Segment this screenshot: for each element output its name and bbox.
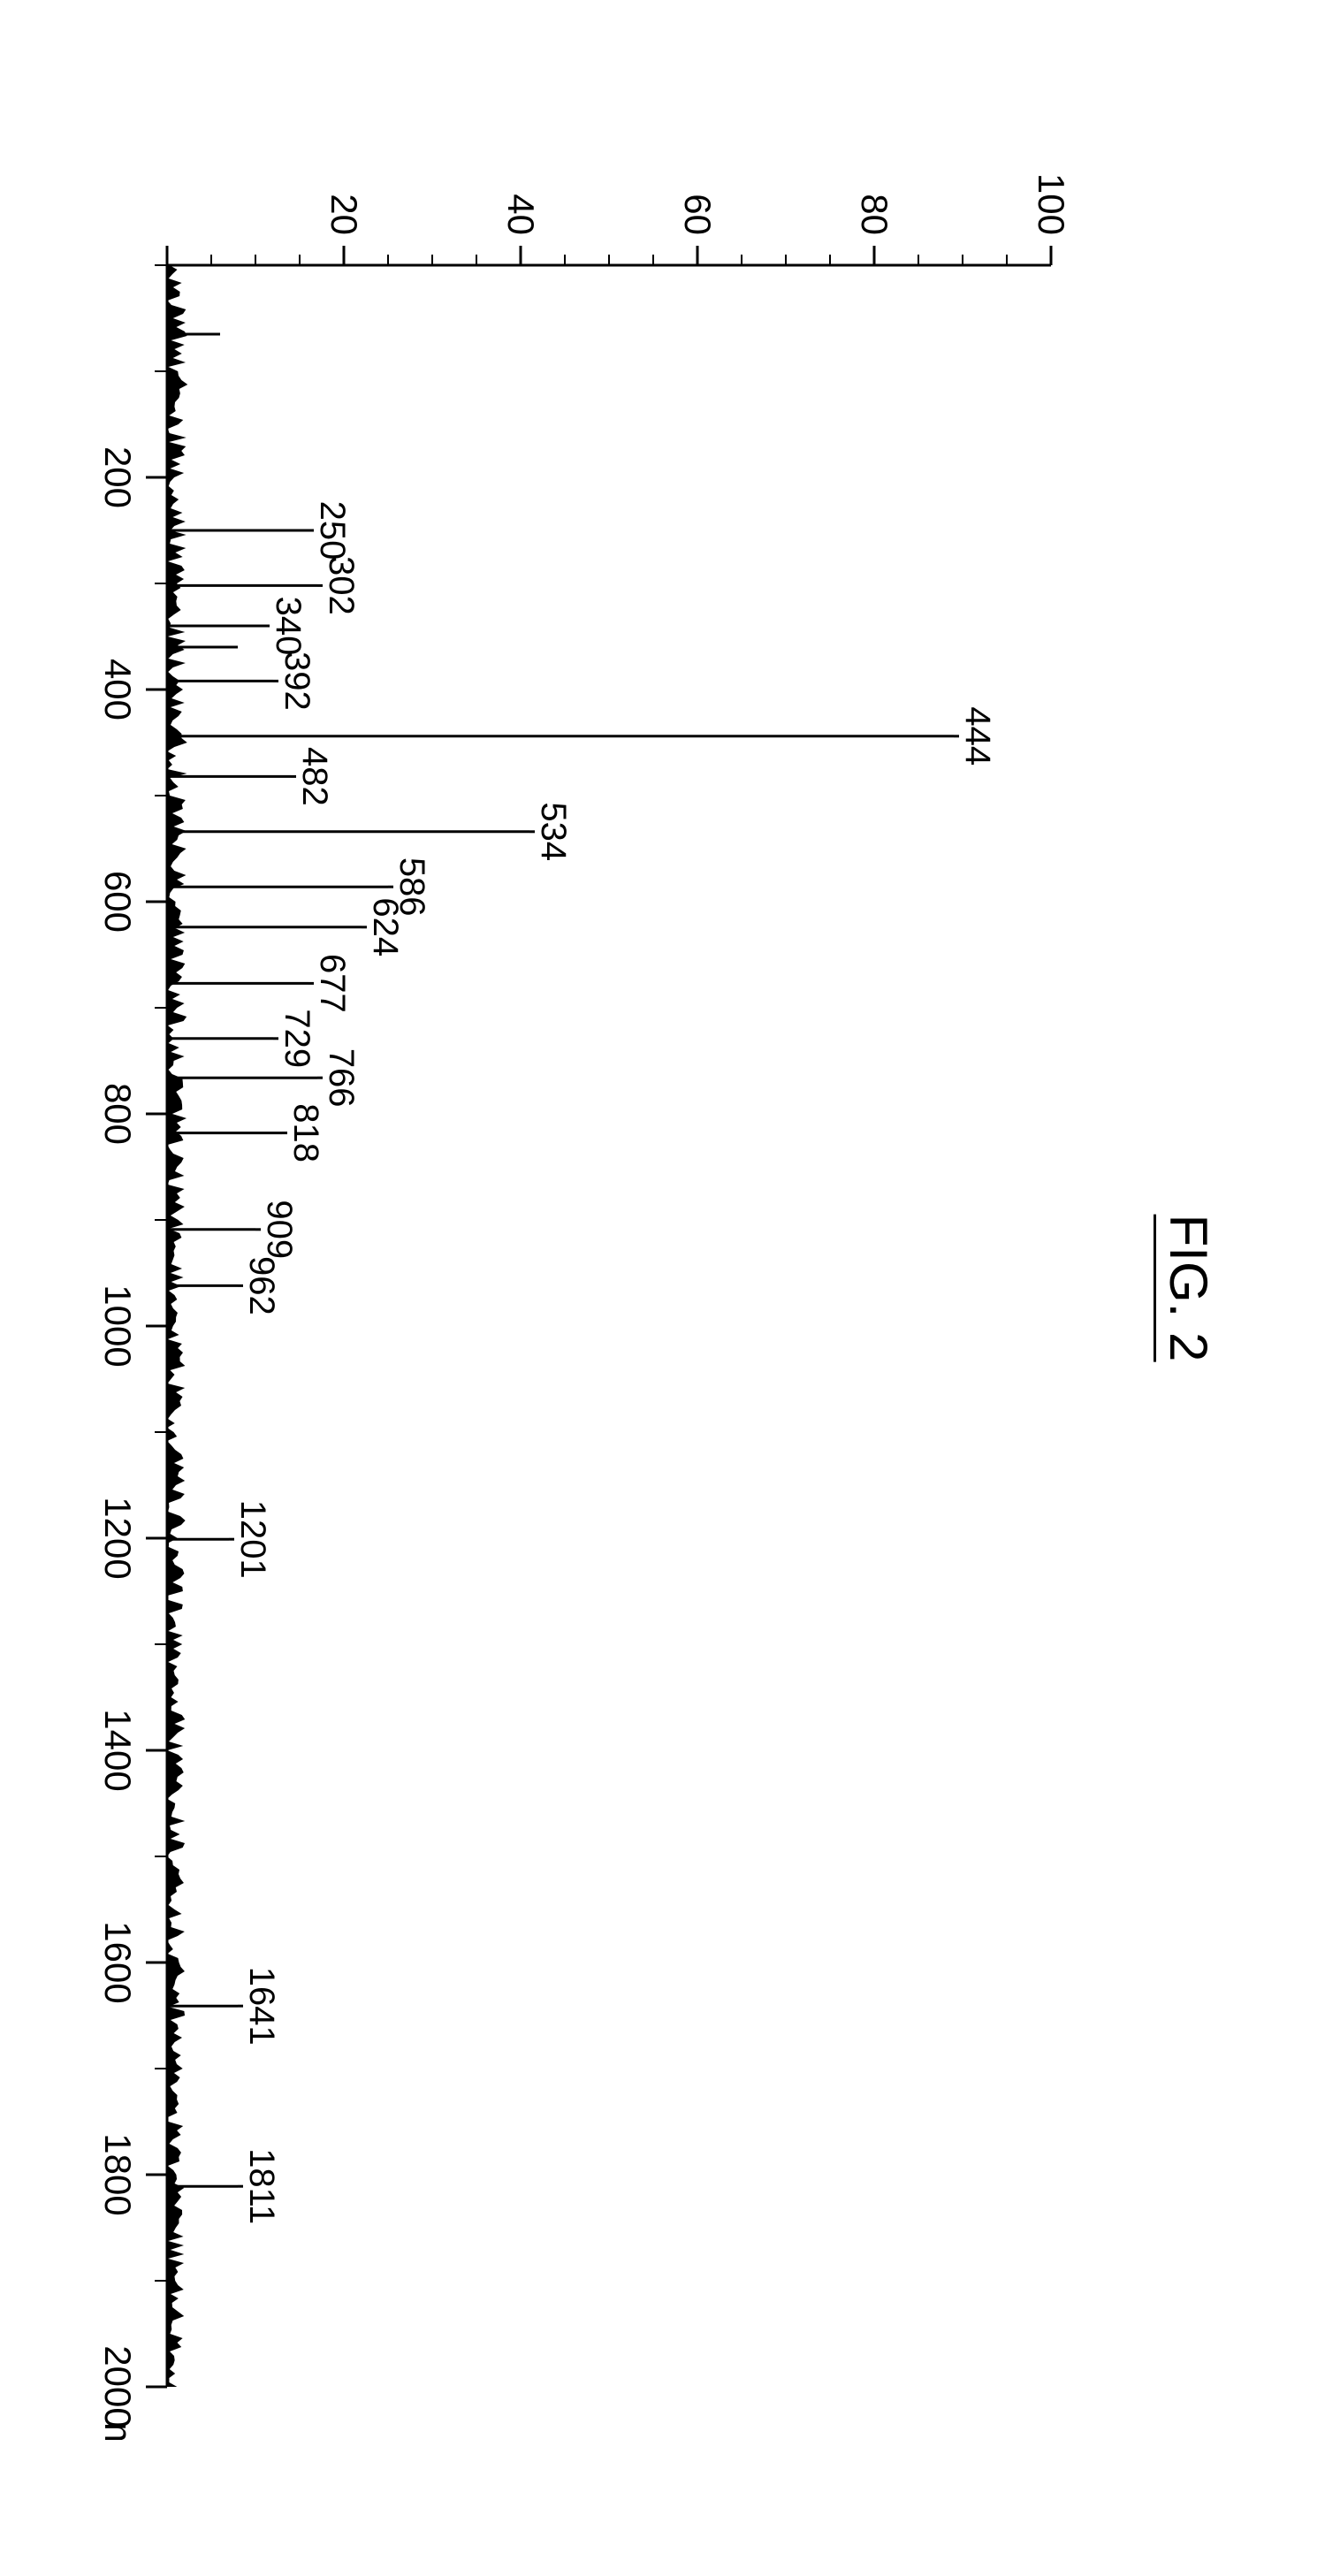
peak-label: 482 <box>295 747 334 806</box>
y-tick-label: 60 <box>677 194 719 235</box>
peak-label: 250 <box>313 501 352 560</box>
peak-label: 340 <box>269 597 308 656</box>
peak-label: 1201 <box>233 1500 272 1579</box>
x-tick-label: 2000 <box>97 2345 139 2427</box>
x-tick-label: 1600 <box>97 1921 139 2003</box>
x-tick-label: 600 <box>97 871 139 933</box>
y-tick-label: 80 <box>854 194 895 235</box>
peak-label: 909 <box>260 1200 299 1259</box>
peak-label: 624 <box>366 897 405 956</box>
peak-label: 962 <box>242 1256 281 1315</box>
peak-label: 444 <box>958 706 997 766</box>
x-tick-label: 400 <box>97 659 139 720</box>
peak-label: 766 <box>322 1048 361 1108</box>
y-tick-label: 100 <box>1031 173 1072 235</box>
x-tick-label: 1800 <box>97 2133 139 2215</box>
x-tick-label: 800 <box>97 1083 139 1145</box>
page: FIG. 2 20 40 60 80 100 200 400 600 800 1000 1200 14… <box>0 0 1325 2576</box>
y-tick-label: 20 <box>324 194 365 235</box>
figure-title: FIG. 2 <box>1154 1215 1219 1362</box>
y-tick-label: 40 <box>500 194 542 235</box>
spectrum-svg: 20 40 60 80 100 200 400 600 800 1000 1200 1400 1600 1… <box>61 141 1078 2440</box>
peak-label: 818 <box>286 1103 325 1162</box>
figure-container: FIG. 2 20 40 60 80 100 200 400 600 800 1000 1200 14… <box>0 0 1325 2576</box>
peak-label: 677 <box>313 954 352 1013</box>
x-tick-label: 1400 <box>97 1709 139 1791</box>
mass-spectrum-plot: 2040608010020040060080010001200140016001… <box>176 248 1060 2369</box>
baseline-noise <box>167 265 187 2387</box>
rotated-content: FIG. 2 20 40 60 80 100 200 400 600 800 1000 1200 14… <box>0 0 1325 2576</box>
peak-label: 392 <box>278 652 316 711</box>
peak-label: 302 <box>322 556 361 615</box>
x-tick-label: 1200 <box>97 1497 139 1579</box>
x-axis-title: m/z <box>96 2422 140 2440</box>
peak-label: 1641 <box>242 1967 281 2046</box>
peak-label: 534 <box>534 802 573 861</box>
x-tick-label: 1000 <box>97 1284 139 1367</box>
peak-label: 1811 <box>242 2148 281 2224</box>
peak-label: 729 <box>278 1009 316 1068</box>
x-tick-label: 200 <box>97 446 139 508</box>
